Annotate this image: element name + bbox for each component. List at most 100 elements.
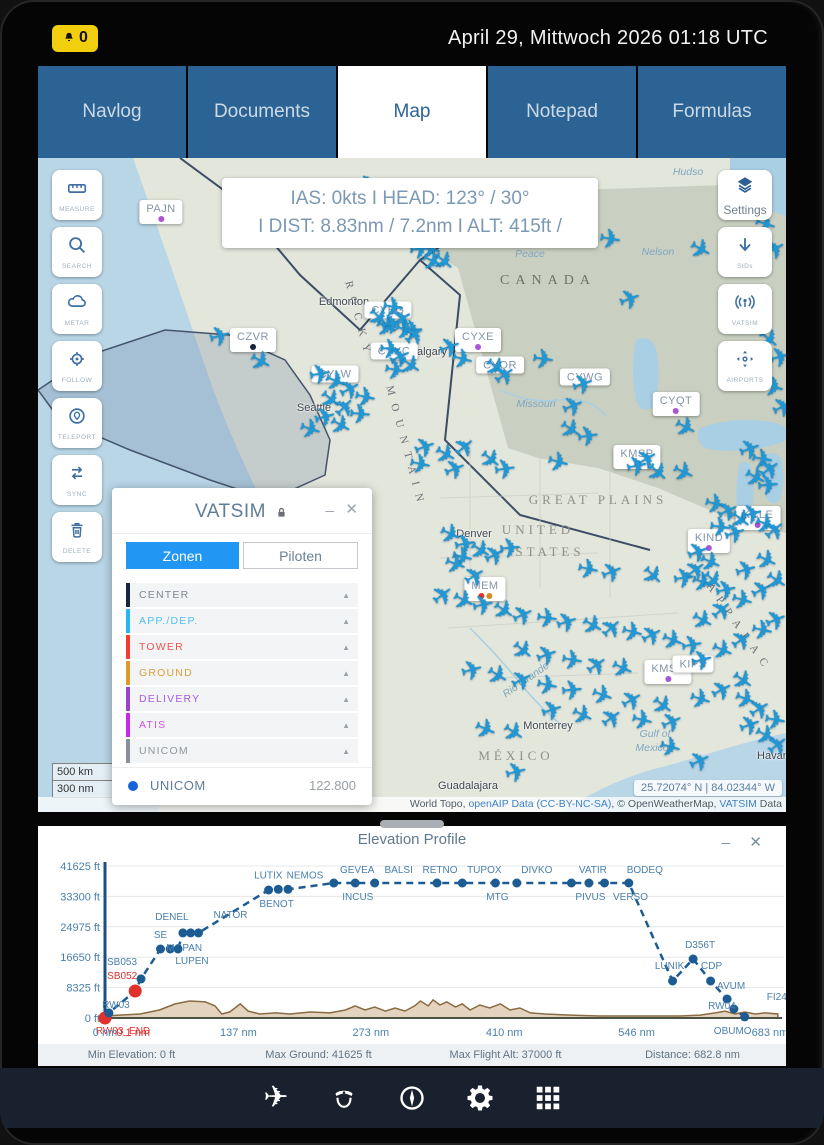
settings-button[interactable]: Settings: [718, 170, 772, 220]
svg-text:0.1 nm: 0.1 nm: [116, 1027, 150, 1039]
vatsim-station-row[interactable]: UNICOM 122.800: [112, 767, 372, 805]
attribution-text: , © OpenWeatherMap,: [611, 798, 720, 810]
airport-marker-cyxe[interactable]: CYXE: [455, 328, 501, 352]
svg-text:16650 ft: 16650 ft: [60, 952, 100, 964]
vatsim-aircraft-icon[interactable]: ✈: [491, 453, 519, 486]
teleport-button[interactable]: TELEPORT: [52, 398, 102, 448]
airport-marker-cywg[interactable]: CYWG: [559, 368, 611, 386]
compass-icon: [397, 1083, 427, 1113]
svg-text:137 nm: 137 nm: [220, 1027, 257, 1039]
map-toolbar-right: Settings SIDs VATSIM AIRPORTS: [718, 170, 772, 391]
svg-text:GEVEA: GEVEA: [340, 865, 375, 876]
dock-compass-icon[interactable]: [391, 1077, 433, 1119]
notification-badge[interactable]: 0: [52, 24, 98, 52]
svg-text:RW03_END: RW03_END: [96, 1026, 150, 1037]
airport-marker-czvr[interactable]: CZVR: [230, 328, 276, 352]
elevation-chart: 41625 ft 33300 ft 24975 ft 16650 ft 8325 ft 0…: [60, 861, 786, 1039]
svg-text:INCUS: INCUS: [342, 892, 373, 903]
dock-grid-icon[interactable]: [527, 1077, 569, 1119]
svg-text:NATOR: NATOR: [213, 910, 247, 921]
airport-marker-cyqr[interactable]: CYQR: [476, 356, 524, 374]
tab-formulas[interactable]: Formulas: [638, 66, 786, 158]
sids-button[interactable]: SIDs: [718, 227, 772, 277]
sync-icon: [66, 462, 88, 489]
flight-info-bar: IAS: 0kts I HEAD: 123° / 30° I DIST: 8.8…: [222, 178, 598, 248]
airport-marker-pajn[interactable]: PAJN: [139, 200, 183, 224]
vatsim-section-unicom[interactable]: UNICOM ▲: [126, 739, 358, 763]
svg-text:SB052: SB052: [107, 971, 137, 982]
svg-text:LUTIX: LUTIX: [254, 870, 283, 881]
airport-marker-kips[interactable]: KIPS: [672, 655, 714, 673]
airport-marker-kind[interactable]: KIND: [687, 529, 731, 553]
svg-text:8325 ft: 8325 ft: [66, 983, 100, 995]
airport-marker-kcle[interactable]: KCLE: [735, 506, 781, 530]
dock-pilot-icon[interactable]: [323, 1077, 365, 1119]
vatsim-tab-piloten[interactable]: Piloten: [243, 542, 358, 569]
collapse-icon: ▲: [342, 616, 350, 626]
cloud-icon: [66, 291, 88, 318]
elevation-close-button[interactable]: ✕: [749, 834, 762, 851]
vatsim-section-tower[interactable]: TOWER ▲: [126, 635, 358, 659]
vatsim-aircraft-icon[interactable]: ✈: [596, 222, 624, 257]
svg-text:BENOT: BENOT: [259, 899, 293, 910]
follow-button[interactable]: FOLLOW: [52, 341, 102, 391]
elevation-stat: Distance: 682.8 nm: [645, 1049, 740, 1061]
sync-button[interactable]: SYNC: [52, 455, 102, 505]
svg-text:LUPEN: LUPEN: [175, 956, 208, 967]
vatsim-aircraft-icon[interactable]: ✈: [574, 420, 602, 453]
panel-drag-handle[interactable]: [380, 820, 444, 828]
airport-marker-cyeg[interactable]: CYEG: [364, 301, 412, 319]
collapse-icon: ▲: [342, 642, 350, 652]
bell-icon: [65, 32, 73, 42]
attribution-link[interactable]: VATSIM: [719, 798, 757, 810]
airport-marker-cylw[interactable]: CYLW: [311, 365, 359, 383]
metar-button[interactable]: METAR: [52, 284, 102, 334]
vatsim-minimize-button[interactable]: _: [325, 496, 334, 513]
station-dot-icon: [128, 780, 138, 791]
vatsim-tab-zonen[interactable]: Zonen: [126, 542, 239, 569]
vatsim-aircraft-icon[interactable]: ✈: [381, 353, 409, 388]
tab-navlog[interactable]: Navlog: [38, 66, 186, 158]
station-frequency: 122.800: [309, 778, 356, 793]
status-bar: 0 April 29, Mittwoch 2026 01:18 UTC: [0, 0, 824, 66]
svg-text:SE: SE: [154, 930, 168, 941]
dock-airplane-icon[interactable]: ✈: [255, 1077, 297, 1119]
vatsim-section-delivery[interactable]: DELIVERY ▲: [126, 687, 358, 711]
vatsim-aircraft-icon[interactable]: ✈: [497, 532, 523, 565]
delete-button[interactable]: DELETE: [52, 512, 102, 562]
search-button[interactable]: SEARCH: [52, 227, 102, 277]
vatsim-button[interactable]: VATSIM: [718, 284, 772, 334]
airport-marker-mem[interactable]: MEM: [464, 577, 506, 601]
elevation-minimize-button[interactable]: _: [721, 828, 730, 845]
svg-text:MTG: MTG: [486, 892, 508, 903]
vatsim-section-appdep[interactable]: APP./DEP. ▲: [126, 609, 358, 633]
airport-marker-cyxc[interactable]: CYXC: [370, 342, 418, 360]
airport-marker-kmsp[interactable]: KMSP: [613, 445, 661, 469]
vatsim-section-ground[interactable]: GROUND ▲: [126, 661, 358, 685]
vatsim-aircraft-icon[interactable]: ✈: [529, 343, 557, 376]
collapse-icon: ▲: [342, 668, 350, 678]
airport-marker-cyqt[interactable]: CYQT: [652, 392, 700, 416]
collapse-icon: ▲: [342, 694, 350, 704]
tab-map[interactable]: Map: [338, 66, 486, 158]
svg-text:546 nm: 546 nm: [618, 1027, 655, 1039]
vatsim-close-button[interactable]: ✕: [345, 501, 358, 518]
svg-text:RW04: RW04: [708, 1001, 736, 1012]
dock-gear-icon[interactable]: [459, 1077, 501, 1119]
tab-documents[interactable]: Documents: [188, 66, 336, 158]
collapse-icon: ▲: [342, 590, 350, 600]
tab-notepad[interactable]: Notepad: [488, 66, 636, 158]
vatsim-panel-title: VATSIM: [195, 501, 266, 522]
airports-button[interactable]: AIRPORTS: [718, 341, 772, 391]
vatsim-section-atis[interactable]: ATIS ▲: [126, 713, 358, 737]
svg-text:410 nm: 410 nm: [486, 1027, 523, 1039]
svg-text:683 nm: 683 nm: [752, 1027, 786, 1039]
vatsim-aircraft-icon[interactable]: ✈: [400, 315, 424, 346]
svg-text:0 ft: 0 ft: [85, 1013, 100, 1025]
attribution-link[interactable]: openAIP Data (CC-BY-NC-SA): [468, 798, 612, 810]
elevation-stat: Min Elevation: 0 ft: [87, 1049, 176, 1061]
vatsim-aircraft-icon[interactable]: ✈: [711, 573, 741, 608]
vatsim-section-center[interactable]: CENTER ▲: [126, 583, 358, 607]
measure-button[interactable]: MEASURE: [52, 170, 102, 220]
